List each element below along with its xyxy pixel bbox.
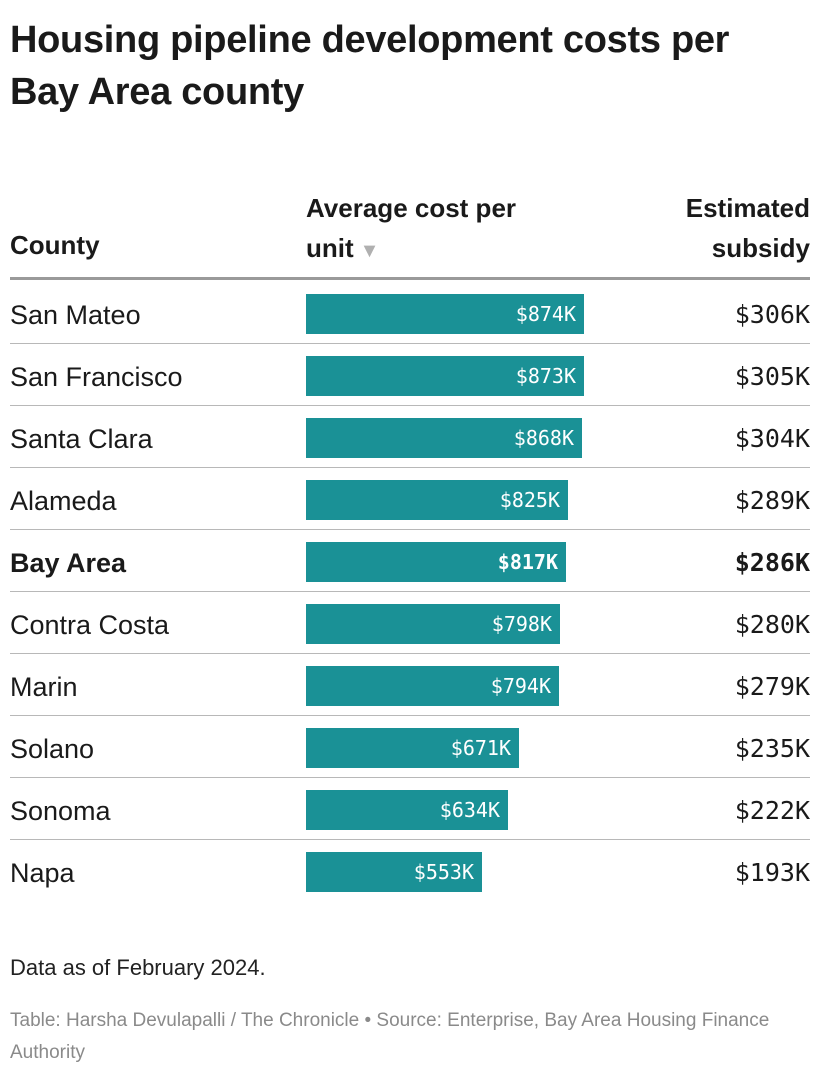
table-row: Sonoma $634K $222K bbox=[10, 778, 810, 840]
county-cell: Alameda bbox=[10, 486, 117, 516]
cost-bar: $671K bbox=[306, 728, 519, 768]
subsidy-cell: $289K bbox=[734, 486, 810, 515]
table-row: Contra Costa $798K $280K bbox=[10, 592, 810, 654]
data-note: Data as of February 2024. bbox=[10, 955, 266, 980]
table-body: San Mateo $874K $306K San Francisco $873K $30… bbox=[10, 282, 810, 902]
sort-descending-icon[interactable]: ▼ bbox=[359, 240, 380, 262]
county-cell: Contra Costa bbox=[10, 610, 170, 640]
cost-bar-label: $634K bbox=[439, 798, 500, 822]
cost-bar: $817K bbox=[306, 542, 566, 582]
table-row: San Mateo $874K $306K bbox=[10, 282, 810, 344]
subsidy-cell: $235K bbox=[734, 734, 810, 763]
county-cell: San Mateo bbox=[10, 300, 141, 330]
county-cell: Bay Area bbox=[10, 548, 127, 578]
subsidy-cell: $280K bbox=[734, 610, 810, 639]
cost-bar-label: $553K bbox=[413, 860, 474, 884]
cost-bar-label: $874K bbox=[515, 302, 576, 326]
cost-bar-label: $868K bbox=[513, 426, 574, 450]
column-header-cost-label: Average cost per unit bbox=[306, 193, 517, 263]
cost-bar: $634K bbox=[306, 790, 508, 830]
cost-bar-label: $798K bbox=[491, 612, 552, 636]
table-row: Napa $553K $193K bbox=[10, 840, 810, 902]
column-header-subsidy[interactable]: Estimated subsidy bbox=[685, 193, 810, 263]
cost-bar: $798K bbox=[306, 604, 560, 644]
subsidy-cell: $304K bbox=[734, 424, 810, 453]
table-row: Santa Clara $868K $304K bbox=[10, 406, 810, 468]
cost-bar-label: $671K bbox=[450, 736, 511, 760]
county-cell: San Francisco bbox=[10, 362, 183, 392]
source-credit: Table: Harsha Devulapalli / The Chronicl… bbox=[10, 1010, 770, 1063]
county-cell: Santa Clara bbox=[10, 424, 153, 454]
subsidy-cell: $279K bbox=[734, 672, 810, 701]
county-cell: Napa bbox=[10, 858, 75, 888]
cost-bar: $825K bbox=[306, 480, 568, 520]
subsidy-cell: $222K bbox=[734, 796, 810, 825]
table-row: San Francisco $873K $305K bbox=[10, 344, 810, 406]
column-header-county[interactable]: County bbox=[10, 230, 100, 260]
table-row: Alameda $825K $289K bbox=[10, 468, 810, 530]
county-cell: Marin bbox=[10, 672, 78, 702]
cost-bar: $794K bbox=[306, 666, 559, 706]
cost-bar: $553K bbox=[306, 852, 482, 892]
subsidy-cell: $305K bbox=[734, 362, 810, 391]
cost-bar: $873K bbox=[306, 356, 584, 396]
table-row: Bay Area $817K $286K bbox=[10, 530, 810, 592]
column-header-cost[interactable]: Average cost per unit ▼ bbox=[306, 188, 566, 271]
table-row: Solano $671K $235K bbox=[10, 716, 810, 778]
cost-bar-label: $794K bbox=[490, 674, 551, 698]
county-cell: Sonoma bbox=[10, 796, 111, 826]
cost-bar-label: $825K bbox=[499, 488, 560, 512]
table-row: Marin $794K $279K bbox=[10, 654, 810, 716]
county-cell: Solano bbox=[10, 734, 95, 764]
table-header: County Average cost per unit ▼ Estimated … bbox=[10, 186, 810, 280]
cost-bar: $868K bbox=[306, 418, 582, 458]
cost-bar: $874K bbox=[306, 294, 584, 334]
subsidy-cell: $193K bbox=[734, 858, 810, 887]
cost-bar-label: $873K bbox=[515, 364, 576, 388]
cost-bar-label: $817K bbox=[497, 550, 558, 574]
chart-title: Housing pipeline development costs per B… bbox=[10, 19, 730, 113]
subsidy-cell: $306K bbox=[734, 300, 810, 329]
subsidy-cell: $286K bbox=[734, 548, 810, 577]
